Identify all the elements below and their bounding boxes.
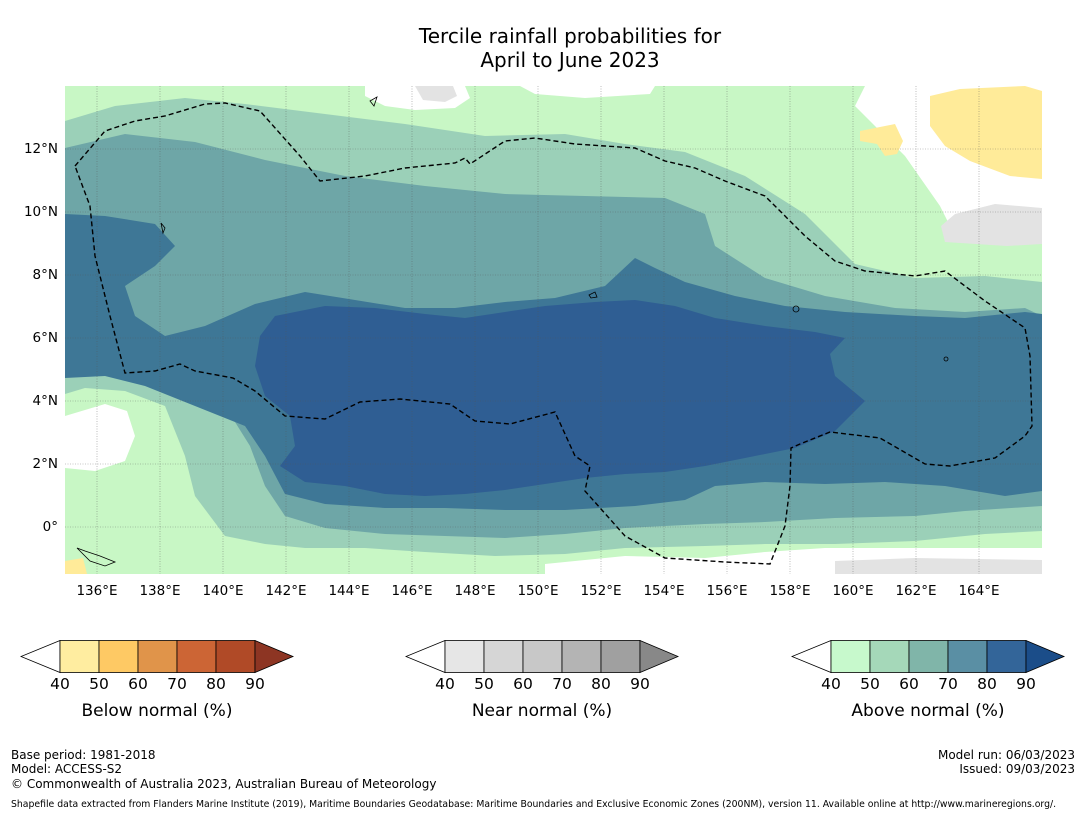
colorbar-below-label: Below normal (%) xyxy=(81,701,233,721)
colorbar-near-tick-80: 80 xyxy=(591,675,611,693)
colorbar-near-60-70 xyxy=(522,640,563,673)
footer-model: Model: ACCESS-S2 xyxy=(11,762,123,776)
colorbar-above-tick-80: 80 xyxy=(977,675,997,693)
footer-model-run: Model run: 06/03/2023 xyxy=(937,748,1075,762)
map-title-line2: April to June 2023 xyxy=(480,48,660,72)
y-tick-2N: 2°N xyxy=(32,456,58,472)
colorbar-above-tick-60: 60 xyxy=(899,675,919,693)
map-title: Tercile rainfall probabilities for April… xyxy=(0,24,1085,72)
colorbar-below-tick-60: 60 xyxy=(128,675,148,693)
colorbar-below-tick-90: 90 xyxy=(245,675,265,693)
colorbar-near-tick-70: 70 xyxy=(552,675,572,693)
above-80-band xyxy=(255,300,865,496)
x-tick-162E: 162°E xyxy=(895,583,937,599)
y-tick-6N: 6°N xyxy=(32,330,58,346)
x-tick-164E: 164°E xyxy=(958,583,1000,599)
colorbar-below-lower-extend xyxy=(20,640,61,674)
eez-boundary-west xyxy=(74,102,1033,565)
colorbar-above-normal xyxy=(791,640,1066,674)
colorbar-below-normal xyxy=(20,640,295,674)
colorbar-above-40-50 xyxy=(830,640,871,673)
colorbar-near-50-60 xyxy=(483,640,524,673)
white-patch-west xyxy=(65,404,135,471)
colorbar-above-upper-extend xyxy=(1025,640,1066,674)
x-tick-152E: 152°E xyxy=(580,583,622,599)
x-tick-140E: 140°E xyxy=(202,583,244,599)
colorbar-near-normal xyxy=(405,640,680,674)
colorbar-above-tick-90: 90 xyxy=(1016,675,1036,693)
x-tick-158E: 158°E xyxy=(769,583,811,599)
colorbar-above-80-90 xyxy=(986,640,1027,673)
x-tick-138E: 138°E xyxy=(139,583,181,599)
colorbar-above-70-80 xyxy=(947,640,988,673)
x-tick-146E: 146°E xyxy=(391,583,433,599)
near-normal-patch-north xyxy=(415,86,457,102)
colorbar-near-tick-40: 40 xyxy=(435,675,455,693)
colorbar-near-70-80 xyxy=(561,640,602,673)
colorbar-below-70-80 xyxy=(176,640,217,673)
y-tick-0: 0° xyxy=(42,519,58,535)
colorbar-near-tick-90: 90 xyxy=(630,675,650,693)
colorbar-above-lower-extend xyxy=(791,640,832,674)
colorbar-near-upper-extend xyxy=(639,640,680,674)
y-tick-12N: 12°N xyxy=(23,141,58,157)
colorbar-near-lower-extend xyxy=(405,640,446,674)
colorbar-above-tick-70: 70 xyxy=(938,675,958,693)
footer-copyright: © Commonwealth of Australia 2023, Austra… xyxy=(11,777,437,791)
colorbar-below-tick-70: 70 xyxy=(167,675,187,693)
colorbar-above-60-70 xyxy=(908,640,949,673)
x-tick-144E: 144°E xyxy=(328,583,370,599)
probability-map xyxy=(65,86,1042,574)
x-tick-142E: 142°E xyxy=(265,583,307,599)
near-normal-patch-east xyxy=(941,204,1042,246)
footer-issued: Issued: 09/03/2023 xyxy=(959,762,1075,776)
colorbar-above-tick-50: 50 xyxy=(860,675,880,693)
colorbar-below-upper-extend xyxy=(254,640,295,674)
colorbar-near-tick-50: 50 xyxy=(474,675,494,693)
y-tick-8N: 8°N xyxy=(32,267,58,283)
colorbar-below-50-60 xyxy=(98,640,139,673)
map-title-line1: Tercile rainfall probabilities for xyxy=(418,24,722,48)
islands xyxy=(76,96,949,567)
colorbar-below-80-90 xyxy=(215,640,256,673)
x-tick-150E: 150°E xyxy=(517,583,559,599)
below-40-patch-east xyxy=(930,86,1042,179)
x-tick-148E: 148°E xyxy=(454,583,496,599)
colorbar-above-tick-40: 40 xyxy=(821,675,841,693)
below-40-patch-small xyxy=(860,124,903,156)
x-tick-136E: 136°E xyxy=(76,583,118,599)
y-tick-4N: 4°N xyxy=(32,393,58,409)
colorbar-above-label: Above normal (%) xyxy=(851,701,1005,721)
below-40-patch-sw xyxy=(65,558,87,574)
footer-base-period: Base period: 1981-2018 xyxy=(11,748,156,762)
x-tick-160E: 160°E xyxy=(832,583,874,599)
footer-shapefile-credit: Shapefile data extracted from Flanders M… xyxy=(11,799,1057,810)
colorbar-below-60-70 xyxy=(137,640,178,673)
map-grid xyxy=(65,86,1042,574)
colorbar-below-40-50 xyxy=(59,640,100,673)
colorbar-above-50-60 xyxy=(869,640,910,673)
colorbar-below-tick-50: 50 xyxy=(89,675,109,693)
colorbar-below-tick-40: 40 xyxy=(50,675,70,693)
near-normal-patch-south xyxy=(835,558,1042,574)
colorbar-near-label: Near normal (%) xyxy=(471,701,613,721)
colorbar-near-tick-60: 60 xyxy=(513,675,533,693)
colorbar-near-80-90 xyxy=(600,640,641,673)
x-tick-156E: 156°E xyxy=(706,583,748,599)
colorbar-below-tick-80: 80 xyxy=(206,675,226,693)
colorbar-near-40-50 xyxy=(444,640,485,673)
x-tick-154E: 154°E xyxy=(643,583,685,599)
y-tick-10N: 10°N xyxy=(23,204,58,220)
